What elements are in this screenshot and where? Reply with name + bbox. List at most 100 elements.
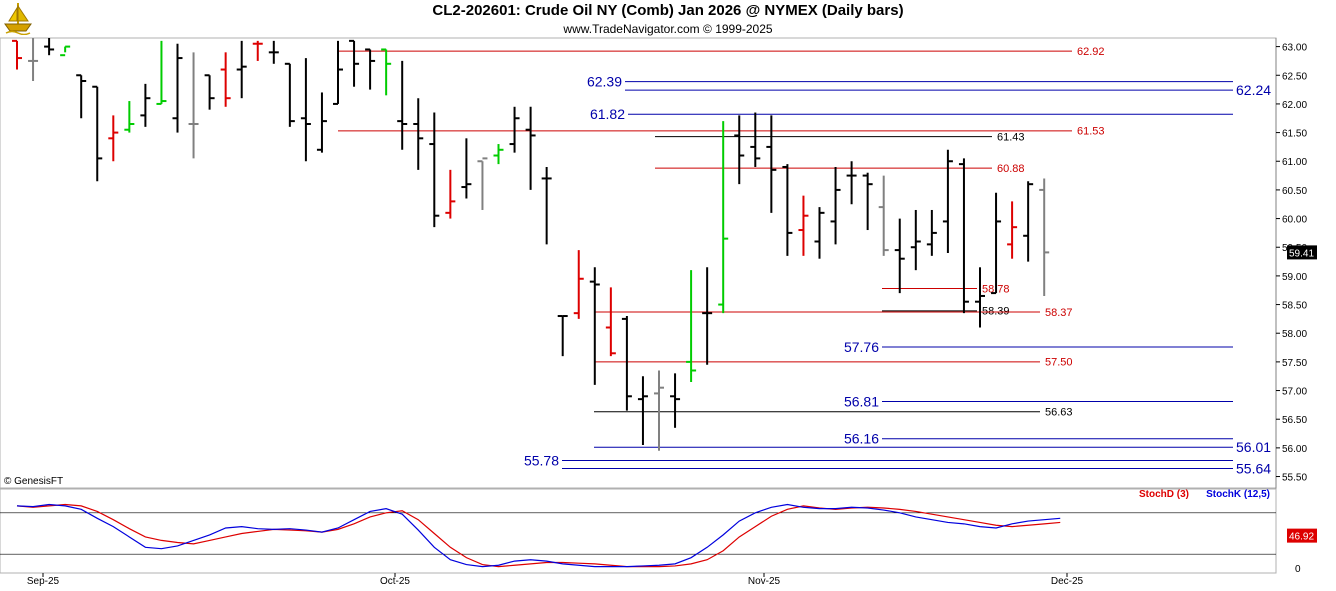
ohlc-bar bbox=[541, 166, 552, 245]
ohlc-bar bbox=[686, 270, 697, 382]
date-tick-label: Oct-25 bbox=[380, 576, 410, 587]
ohlc-bar bbox=[605, 287, 616, 357]
price-tick-label: 58.50 bbox=[1282, 301, 1307, 312]
ohlc-bar bbox=[621, 316, 632, 411]
ohlc-bar bbox=[991, 192, 1002, 295]
ohlc-bar bbox=[637, 376, 648, 446]
ohlc-bar bbox=[846, 161, 857, 205]
stochastic-plot-area bbox=[0, 488, 1277, 574]
date-axis: Sep-25 Oct-25 Nov-25 Dec-25 bbox=[27, 573, 1084, 587]
ohlc-bar bbox=[894, 218, 905, 294]
legend-stoch-d: StochD (3) bbox=[1139, 489, 1189, 500]
ohlc-bar bbox=[397, 60, 408, 150]
ohlc-bar bbox=[92, 85, 103, 182]
ohlc-bar bbox=[958, 158, 969, 314]
level-label: 61.82 bbox=[590, 106, 625, 122]
price-tick-label: 57.50 bbox=[1282, 358, 1307, 369]
ohlc-bar bbox=[188, 52, 199, 159]
level-label: 62.39 bbox=[587, 73, 622, 89]
copyright-label: © GenesisFT bbox=[4, 476, 63, 487]
ohlc-bar bbox=[1007, 201, 1018, 259]
ohlc-bar bbox=[589, 267, 600, 385]
stochastic-lines bbox=[16, 503, 1061, 568]
ohlc-bar bbox=[525, 106, 536, 190]
chart-title: CL2-202601: Crude Oil NY (Comb) Jan 2026… bbox=[432, 2, 904, 19]
level-label: 56.16 bbox=[844, 431, 879, 447]
price-tick-label: 62.50 bbox=[1282, 71, 1307, 82]
ohlc-bar bbox=[1023, 181, 1034, 262]
stoch-k-line bbox=[16, 503, 1061, 568]
ohlc-bar bbox=[975, 267, 985, 328]
level-label: 55.78 bbox=[524, 452, 559, 468]
ohlc-bar bbox=[140, 83, 151, 127]
gold-ship-logo-icon bbox=[4, 3, 32, 35]
chart-header: CL2-202601: Crude Oil NY (Comb) Jan 2026… bbox=[0, 0, 1336, 38]
ohlc-bar bbox=[942, 149, 953, 253]
stochastic-panel: StochD (3) StochK (12,5) 046.92 bbox=[0, 488, 1317, 575]
level-label: 56.63 bbox=[1045, 407, 1073, 419]
support-resistance-levels: 62.9262.3962.2461.8261.5361.4360.8858.78… bbox=[338, 46, 1271, 476]
ohlc-bar bbox=[798, 195, 809, 256]
price-tick-label: 56.00 bbox=[1282, 444, 1307, 455]
ohlc-bar bbox=[349, 39, 360, 87]
price-tick-label: 63.00 bbox=[1282, 43, 1307, 54]
level-label: 58.37 bbox=[1045, 307, 1073, 319]
ohlc-bar bbox=[445, 169, 456, 219]
ohlc-bar bbox=[333, 40, 343, 105]
price-tick-label: 57.00 bbox=[1282, 387, 1307, 398]
ohlc-bar bbox=[750, 112, 761, 167]
level-label: 56.81 bbox=[844, 393, 879, 409]
ohlc-bar bbox=[557, 315, 568, 357]
level-label: 62.92 bbox=[1077, 46, 1105, 58]
main-plot-area bbox=[0, 37, 1277, 489]
price-tick-label: 59.00 bbox=[1282, 272, 1307, 283]
ohlc-bar bbox=[284, 62, 295, 127]
ohlc-bar bbox=[910, 209, 921, 271]
price-tick-label: 56.50 bbox=[1282, 415, 1307, 426]
price-tick-label: 60.00 bbox=[1282, 215, 1307, 226]
level-label: 55.64 bbox=[1236, 460, 1271, 476]
ohlc-bar bbox=[124, 101, 135, 133]
price-bars bbox=[12, 38, 1050, 451]
ohlc-bar bbox=[236, 40, 247, 99]
ohlc-bar bbox=[573, 250, 584, 319]
level-label: 56.01 bbox=[1236, 439, 1271, 455]
ohlc-bar bbox=[429, 112, 440, 228]
ohlc-bar bbox=[108, 115, 119, 162]
last-price-box bbox=[1287, 245, 1317, 260]
ohlc-bar bbox=[461, 138, 472, 199]
ohlc-bar bbox=[156, 40, 167, 105]
ohlc-bar bbox=[830, 166, 841, 245]
ohlc-bar bbox=[654, 370, 664, 451]
ohlc-bar bbox=[670, 373, 681, 428]
ohlc-bar bbox=[862, 172, 873, 231]
ohlc-bar bbox=[268, 40, 279, 64]
stochastic-axis: 046.92 bbox=[1287, 528, 1317, 575]
level-label: 61.53 bbox=[1077, 126, 1105, 138]
ohlc-bar bbox=[252, 40, 263, 61]
ohlc-bar bbox=[878, 175, 889, 256]
price-tick-label: 55.50 bbox=[1282, 473, 1307, 484]
stochastic-last-box bbox=[1287, 528, 1317, 543]
chart-subtitle: www.TradeNavigator.com © 1999-2025 bbox=[563, 22, 773, 36]
ohlc-bar bbox=[381, 48, 392, 96]
ohlc-bar bbox=[60, 45, 71, 57]
price-axis: 63.0062.5062.0061.5061.0060.5060.0059.50… bbox=[1275, 38, 1317, 573]
level-label: 62.24 bbox=[1236, 82, 1271, 98]
ohlc-bar bbox=[926, 209, 937, 256]
ohlc-bar bbox=[493, 144, 504, 165]
ohlc-bar bbox=[204, 74, 215, 110]
last-price-label: 59.41 bbox=[1289, 248, 1314, 259]
level-label: 57.50 bbox=[1045, 357, 1073, 369]
ohlc-bar bbox=[44, 38, 55, 56]
price-tick-label: 61.00 bbox=[1282, 157, 1307, 168]
ohlc-bar bbox=[734, 115, 745, 185]
price-tick-label: 58.00 bbox=[1282, 329, 1307, 340]
ohlc-bar bbox=[814, 207, 825, 259]
legend-stoch-k: StochK (12,5) bbox=[1206, 489, 1270, 500]
ohlc-bar bbox=[365, 48, 376, 90]
ohlc-bar bbox=[509, 106, 520, 153]
ohlc-bar bbox=[702, 267, 713, 365]
